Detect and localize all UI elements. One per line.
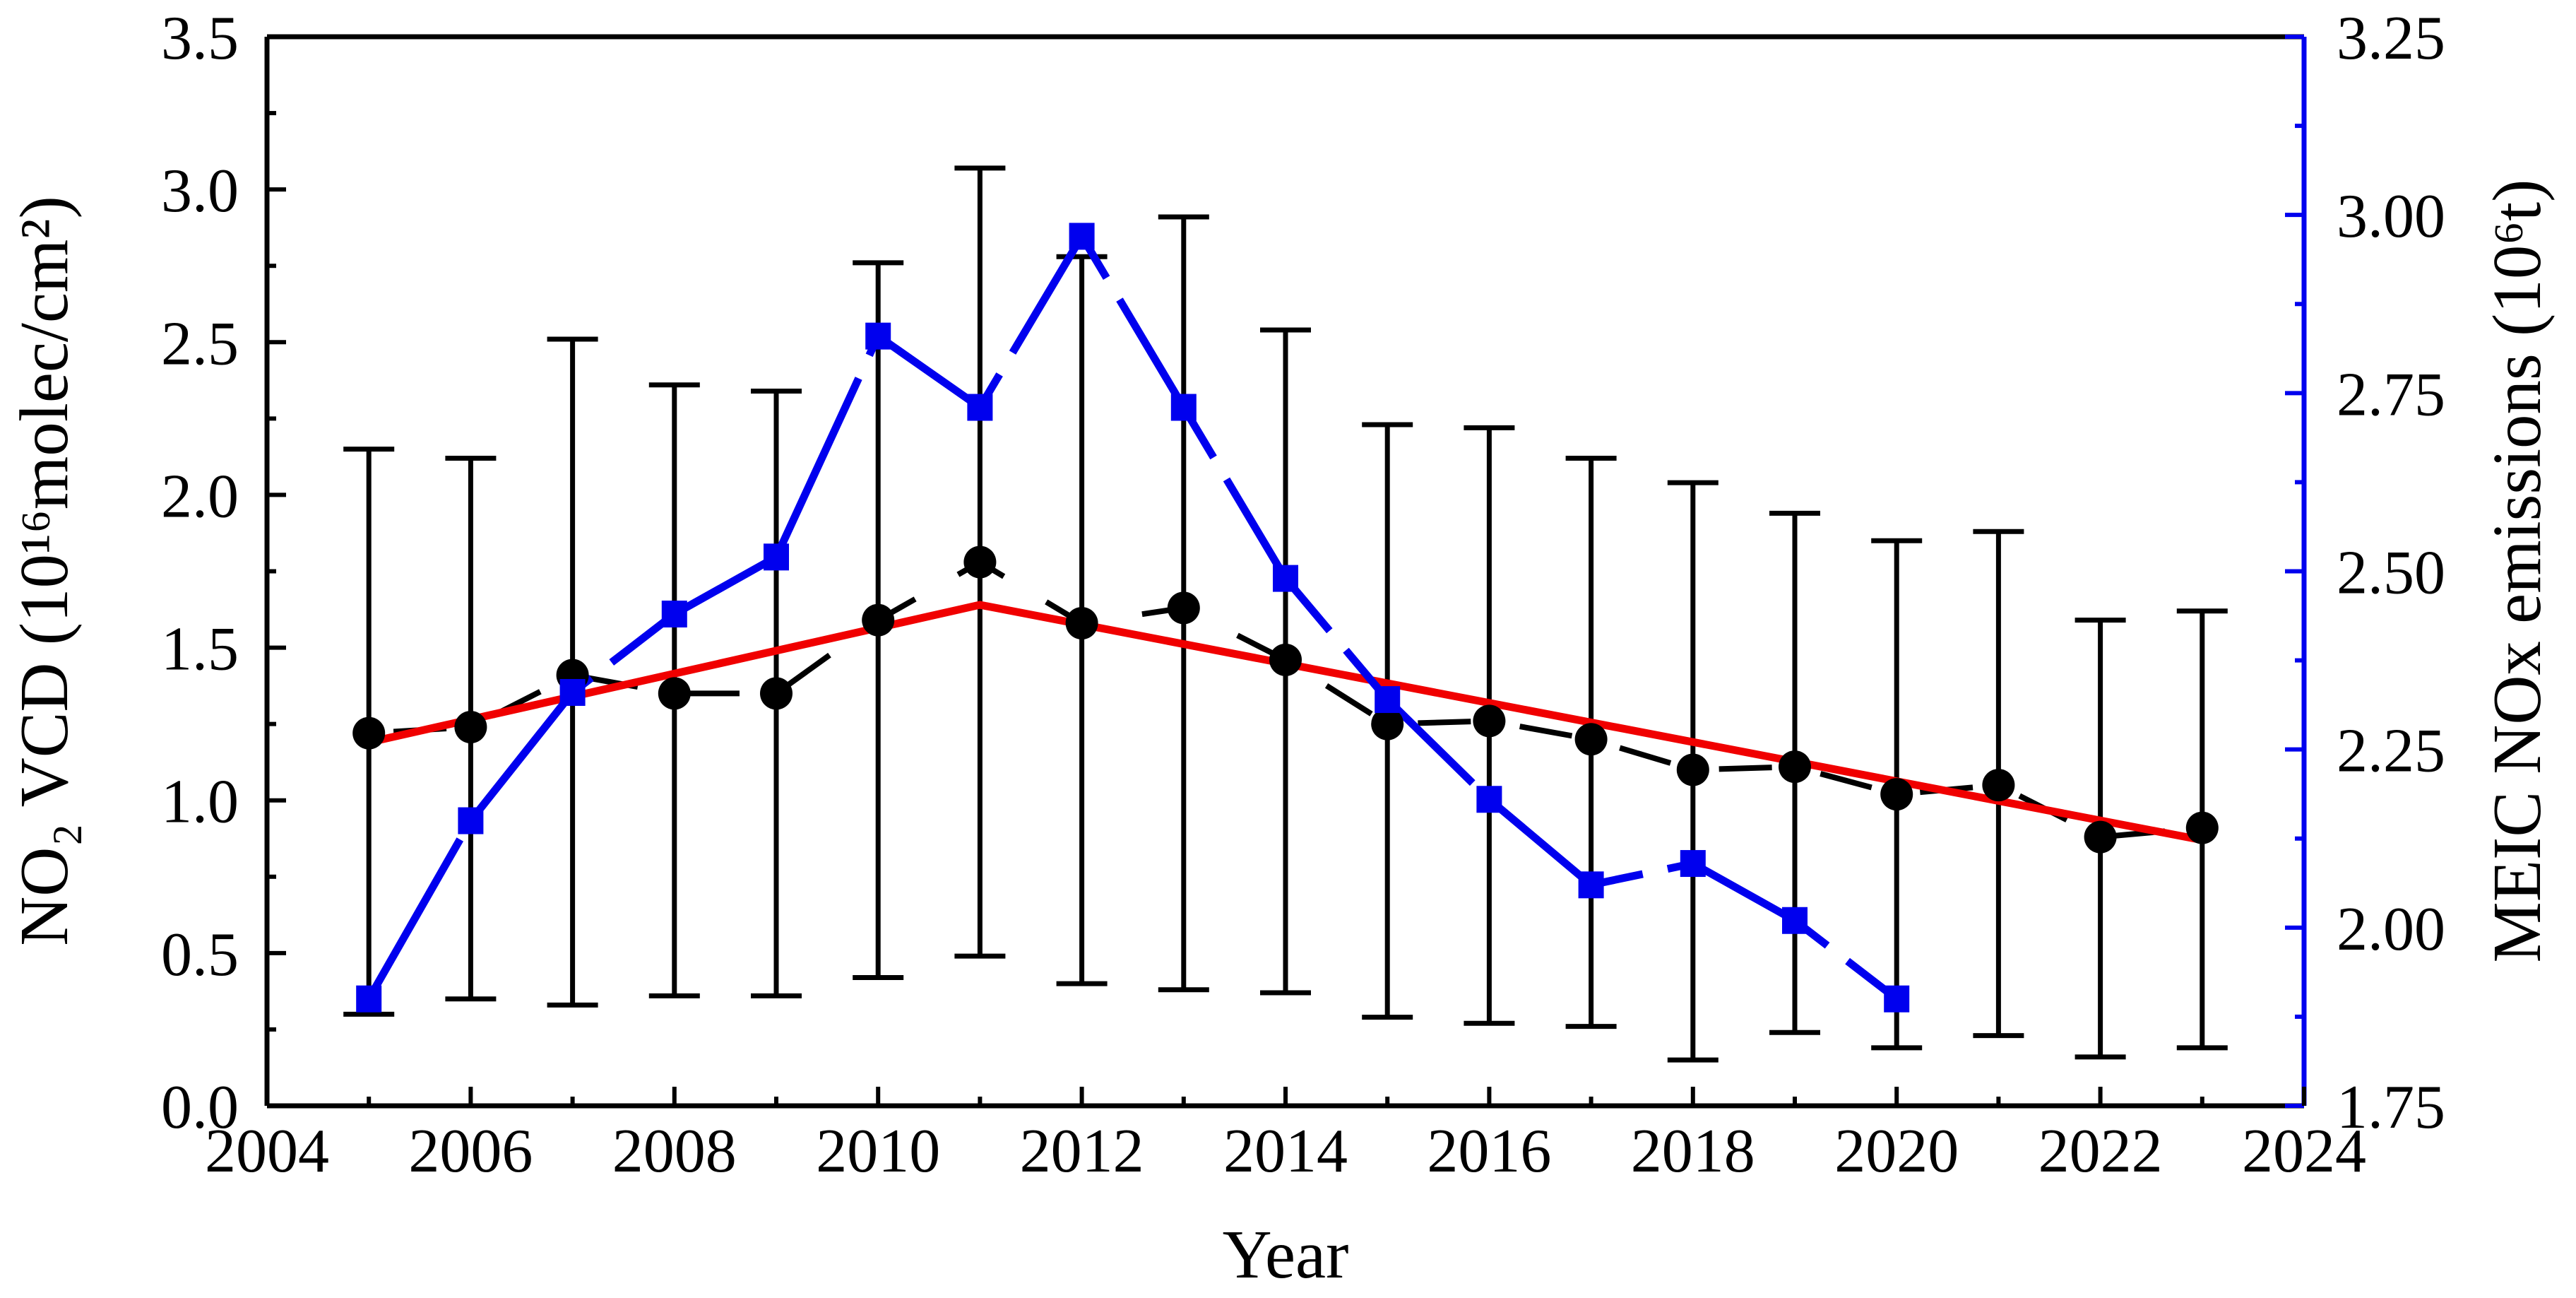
no2-data-point (352, 716, 386, 750)
no2-data-point (1371, 707, 1404, 741)
meic-data-point (661, 601, 687, 628)
x-axis-tick-label: 2024 (2242, 1117, 2366, 1186)
meic-data-point (1170, 394, 1197, 421)
x-axis-tick-label: 2006 (408, 1117, 533, 1186)
right-axis-tick-label: 3.00 (2337, 182, 2445, 251)
right-axis-tick-label: 2.50 (2337, 539, 2445, 608)
no2-data-point (1982, 769, 2015, 802)
no2-data-point (1269, 643, 1302, 676)
no2-data-point (963, 545, 997, 579)
no2-data-point (454, 710, 487, 743)
no2-data-point (1065, 606, 1098, 639)
no2-data-point (1676, 753, 1709, 786)
right-axis-title: MEIC NOx emissions (10⁶t) (2479, 179, 2555, 963)
meic-data-point (1273, 565, 1298, 592)
left-axis-tick-label: 2.0 (161, 462, 239, 531)
meic-data-point (865, 322, 891, 350)
x-axis-tick-label: 2008 (612, 1117, 737, 1186)
no2-data-point (1880, 778, 1913, 811)
x-axis-tick-label: 2022 (2038, 1117, 2163, 1186)
left-axis-tick-label: 3.0 (161, 157, 239, 225)
no2-data-point (2185, 811, 2219, 844)
plot-layer: 0.0 0.5 1.0 1.5 2.0 2.5 3.0 3.5 1.75 2.00 2.25 2.50… (161, 4, 2445, 1186)
left-axis-tick-label: 0.5 (161, 921, 239, 989)
x-axis-title: Year (1223, 1217, 1349, 1292)
left-axis-title: NO₂ VCD (10¹⁶molec/cm²) (6, 196, 82, 946)
x-axis-tick-label: 2016 (1427, 1117, 1551, 1186)
no2-data-point (1779, 750, 1811, 784)
x-axis-tick-label: 2020 (1834, 1117, 1959, 1186)
meic-data-point (1680, 850, 1706, 878)
x-axis-tick-label: 2004 (205, 1117, 329, 1186)
left-axis-tick-label: 1.5 (161, 615, 239, 684)
x-axis-tick-label: 2012 (1020, 1117, 1144, 1186)
left-axis-tick-label: 2.5 (161, 309, 239, 378)
meic-data-point (967, 394, 993, 421)
no2-data-point (2084, 820, 2117, 854)
left-axis-tick-label: 1.0 (161, 768, 239, 837)
meic-data-point (1578, 871, 1604, 899)
x-axis-tick-label: 2018 (1631, 1117, 1755, 1186)
x-axis-tick-label: 2010 (816, 1117, 940, 1186)
no2-data-point (760, 677, 793, 710)
right-axis-tick-label: 2.75 (2337, 360, 2445, 429)
right-axis-tick-label: 3.25 (2337, 4, 2445, 73)
meic-series-line (365, 228, 1899, 1003)
meic-data-point (1375, 686, 1401, 714)
right-axis-tick-label: 1.75 (2337, 1073, 2445, 1142)
meic-data-point (1069, 223, 1095, 250)
no2-data-point (862, 603, 895, 637)
right-axis-tick-label: 2.00 (2337, 895, 2445, 964)
no2-data-point (658, 677, 691, 710)
meic-data-point (1782, 907, 1808, 934)
meic-data-point (1884, 985, 1910, 1013)
meic-data-point (356, 985, 382, 1013)
meic-data-point (458, 807, 484, 834)
left-axis-tick-label: 0.0 (161, 1073, 239, 1142)
no2-data-point (1167, 591, 1200, 625)
no2-data-point (1473, 704, 1506, 738)
meic-data-point (1476, 786, 1502, 813)
meic-data-point (559, 678, 586, 706)
left-axis-tick-label: 3.5 (161, 4, 239, 73)
meic-data-point (764, 543, 789, 571)
right-axis-tick-label: 2.25 (2337, 717, 2445, 786)
x-axis-tick-label: 2014 (1223, 1117, 1348, 1186)
no2-data-point (1574, 723, 1608, 756)
